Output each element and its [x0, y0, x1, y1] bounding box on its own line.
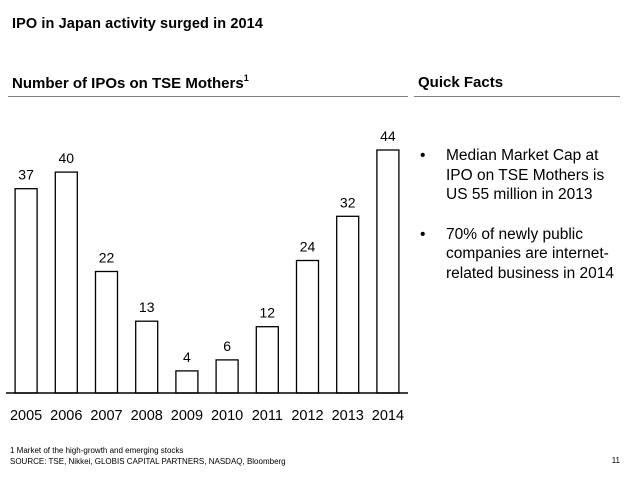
fact-text: 70% of newly public companies are intern…	[446, 225, 615, 282]
bar-2011	[255, 326, 279, 394]
data-label-2010: 6	[223, 338, 231, 354]
data-label-2005: 37	[18, 167, 34, 183]
x-tick-label-2008: 2008	[131, 408, 163, 424]
page-number: 11	[611, 456, 620, 465]
chart-section-heading: Number of IPOs on TSE Mothers1	[12, 73, 249, 92]
x-tick-label-2011: 2011	[252, 408, 283, 424]
x-tick-label-2012: 2012	[291, 408, 323, 424]
slide-title: IPO in Japan activity surged in 2014	[12, 16, 263, 32]
quick-facts-list: • Median Market Cap at IPO on TSE Mother…	[420, 146, 620, 303]
chart-heading-text: Number of IPOs on TSE Mothers	[12, 75, 244, 92]
bullet-marker: •	[420, 147, 426, 164]
ipo-bar-chart: 37 2005 40 2006 22 2007 13 2008 4 2009 6 2010 12 2011…	[6, 128, 408, 424]
data-label-2013: 32	[340, 194, 356, 210]
bar-2006	[54, 171, 78, 394]
bar-2010	[215, 359, 239, 394]
bar-2009	[175, 370, 199, 394]
bar-2005	[14, 188, 38, 394]
data-label-2014: 44	[380, 128, 396, 144]
bullet-marker: •	[420, 225, 426, 243]
data-label-2006: 40	[59, 150, 75, 166]
bar-2013	[336, 215, 360, 394]
x-tick-label-2013: 2013	[332, 408, 364, 424]
data-label-2007: 22	[99, 250, 115, 266]
x-tick-label-2014: 2014	[372, 408, 404, 424]
bar-2008	[135, 320, 159, 394]
data-label-2012: 24	[300, 239, 316, 255]
quick-facts-heading: Quick Facts	[418, 74, 504, 91]
quick-facts-divider	[414, 96, 620, 97]
x-tick-label-2009: 2009	[171, 408, 203, 424]
chart-heading-divider	[8, 96, 408, 97]
x-tick-label-2006: 2006	[50, 408, 82, 424]
bar-2012	[295, 259, 320, 394]
fact-item: • Median Market Cap at IPO on TSE Mother…	[420, 146, 620, 205]
bar-2007	[94, 270, 119, 394]
fact-text: Median Market Cap at IPO on TSE Mothers …	[446, 147, 605, 203]
bar-2014	[376, 149, 400, 394]
data-label-2011: 12	[260, 305, 276, 321]
heading-footnote-marker: 1	[243, 73, 249, 83]
source-note: SOURCE: TSE, Nikkei, GLOBIS CAPITAL PART…	[10, 456, 286, 466]
footnote-definition: 1 Market of the high-growth and emerging…	[10, 446, 184, 455]
footnotes: 1 Market of the high-growth and emerging…	[10, 446, 286, 467]
data-label-2009: 4	[183, 349, 191, 365]
fact-item: • 70% of newly public companies are inte…	[420, 225, 620, 284]
data-label-2008: 13	[139, 299, 155, 315]
x-tick-label-2010: 2010	[211, 408, 243, 424]
x-tick-label-2005: 2005	[10, 408, 42, 424]
x-tick-label-2007: 2007	[90, 408, 122, 424]
